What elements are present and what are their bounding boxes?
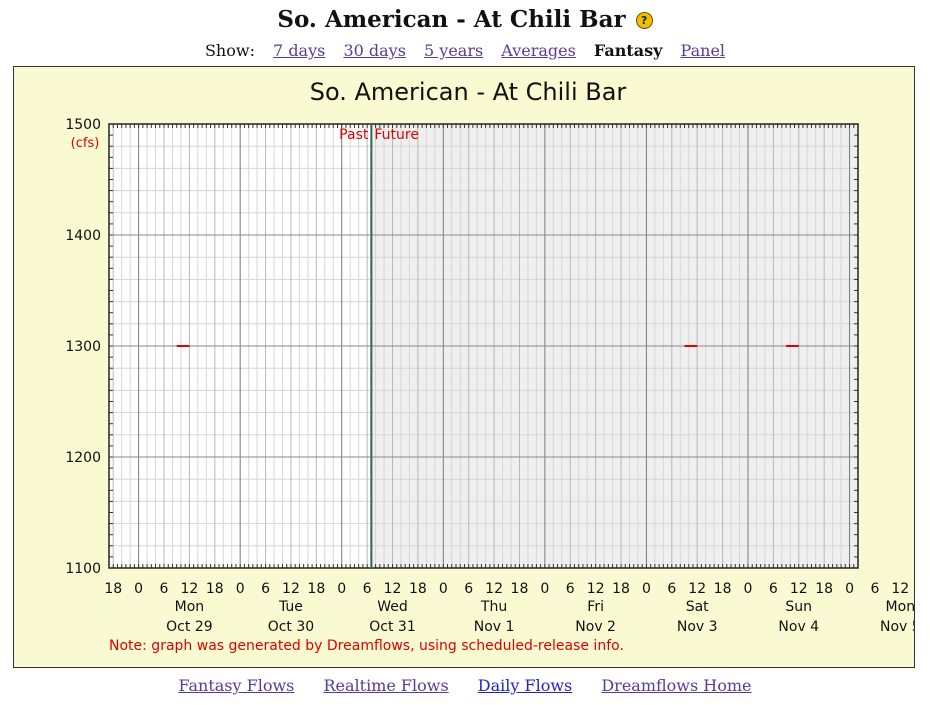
nav-fantasy-current: Fantasy xyxy=(593,41,663,60)
flow-chart: So. American - At Chili Bar Past Future 11… xyxy=(65,78,914,654)
x-date-label: Nov 1 xyxy=(474,619,515,635)
fantasy-flows-link[interactable]: Fantasy Flows xyxy=(178,676,295,695)
view-nav: Show: 7 days 30 days 5 years Averages Fa… xyxy=(0,41,930,60)
show-label: Show: xyxy=(204,41,255,60)
x-hour-label: 0 xyxy=(642,581,651,597)
x-hour-label: 18 xyxy=(104,581,122,597)
past-label: Past xyxy=(339,127,369,143)
y-tick-label: 1500 xyxy=(65,117,101,133)
x-hour-label: 6 xyxy=(363,581,372,597)
x-hour-label: 12 xyxy=(891,581,909,597)
nav-30-days-link[interactable]: 30 days xyxy=(343,41,406,60)
title-row: So. American - At Chili Bar? xyxy=(0,6,930,33)
x-hour-label: 6 xyxy=(566,581,575,597)
nav-averages-link[interactable]: Averages xyxy=(501,41,576,60)
x-hour-label: 0 xyxy=(236,581,245,597)
x-date-label: Nov 3 xyxy=(677,619,718,635)
x-hour-label: 12 xyxy=(790,581,808,597)
future-label: Future xyxy=(374,127,419,143)
x-hour-label: 18 xyxy=(409,581,427,597)
x-hour-label: 18 xyxy=(511,581,529,597)
x-weekday-label: Thu xyxy=(480,599,507,615)
daily-flows-link[interactable]: Daily Flows xyxy=(477,676,573,695)
help-icon[interactable]: ? xyxy=(635,12,653,29)
nav-5-years-link[interactable]: 5 years xyxy=(424,41,484,60)
nav-panel-link[interactable]: Panel xyxy=(680,41,726,60)
x-date-label: Oct 30 xyxy=(268,619,314,635)
x-hour-label: 0 xyxy=(439,581,448,597)
x-hour-label: 6 xyxy=(464,581,473,597)
x-hour-label: 12 xyxy=(688,581,706,597)
x-hour-label: 0 xyxy=(337,581,346,597)
y-tick-label: 1300 xyxy=(65,339,101,355)
x-weekday-label: Sat xyxy=(686,599,709,615)
page-title: So. American - At Chili Bar xyxy=(277,6,626,33)
x-date-label: Oct 31 xyxy=(369,619,415,635)
x-hour-label: 12 xyxy=(282,581,300,597)
y-tick-label: 1400 xyxy=(65,228,101,244)
x-hour-label: 6 xyxy=(870,581,879,597)
x-date-label: Oct 29 xyxy=(166,619,212,635)
x-hour-label: 12 xyxy=(587,581,605,597)
nav-7-days-link[interactable]: 7 days xyxy=(273,41,326,60)
x-weekday-label: Mon xyxy=(886,599,914,615)
x-hour-label: 0 xyxy=(845,581,854,597)
y-tick-label: 1200 xyxy=(65,450,101,466)
chart-title: So. American - At Chili Bar xyxy=(310,78,627,106)
x-hour-label: 18 xyxy=(206,581,224,597)
x-weekday-label: Tue xyxy=(278,599,303,615)
footer-links: Fantasy Flows Realtime Flows Daily Flows… xyxy=(0,676,930,695)
x-hour-label: 6 xyxy=(769,581,778,597)
x-weekday-label: Wed xyxy=(377,599,408,615)
x-hour-label: 0 xyxy=(134,581,143,597)
x-hour-label: 6 xyxy=(667,581,676,597)
plot-border xyxy=(108,123,859,569)
chart-note: Note: graph was generated by Dreamflows,… xyxy=(109,638,624,654)
x-date-label: Nov 5 xyxy=(880,619,914,635)
x-date-label: Nov 2 xyxy=(575,619,616,635)
x-hour-label: 18 xyxy=(714,581,732,597)
x-hour-label: 12 xyxy=(180,581,198,597)
x-weekday-label: Mon xyxy=(175,599,205,615)
chart-panel: So. American - At Chili Bar Past Future 11… xyxy=(13,66,915,668)
x-hour-label: 0 xyxy=(540,581,549,597)
x-hour-label: 12 xyxy=(384,581,402,597)
x-hour-label: 18 xyxy=(815,581,833,597)
x-date-label: Nov 4 xyxy=(778,619,819,635)
x-weekday-label: Fri xyxy=(587,599,604,615)
realtime-flows-link[interactable]: Realtime Flows xyxy=(323,676,449,695)
x-weekday-label: Sun xyxy=(785,599,812,615)
x-hour-label: 6 xyxy=(261,581,270,597)
dreamflows-home-link[interactable]: Dreamflows Home xyxy=(601,676,752,695)
x-hour-label: 6 xyxy=(160,581,169,597)
x-hour-label: 0 xyxy=(744,581,753,597)
x-hour-label: 12 xyxy=(485,581,503,597)
y-axis-unit-label: (cfs) xyxy=(71,136,100,151)
x-hour-label: 18 xyxy=(307,581,325,597)
x-hour-label: 18 xyxy=(612,581,630,597)
y-tick-label: 1100 xyxy=(65,561,101,577)
